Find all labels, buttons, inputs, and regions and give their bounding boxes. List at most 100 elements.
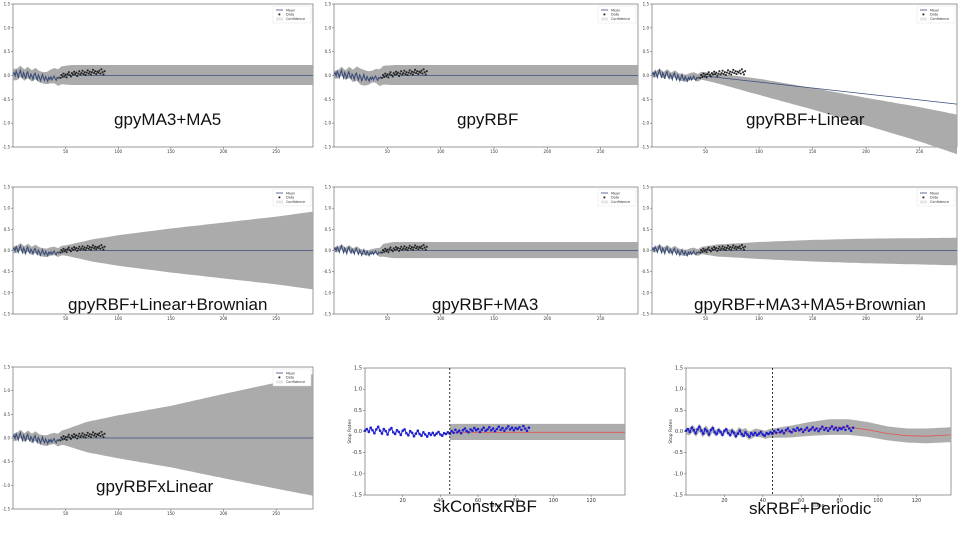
data-point (74, 73, 76, 75)
x-tick-label: 100 (873, 498, 883, 504)
data-point (717, 428, 720, 432)
data-point (418, 432, 421, 436)
data-point (718, 245, 721, 248)
data-point (722, 248, 725, 251)
data-point (731, 71, 734, 74)
y-tick-label: 1.0 (643, 25, 650, 30)
data-point (74, 435, 76, 438)
data-point (423, 246, 426, 249)
data-point (700, 429, 703, 432)
data-point (710, 75, 712, 78)
data-point (715, 247, 718, 249)
data-point (93, 247, 95, 250)
data-point (727, 244, 729, 247)
legend-data-label: Data (611, 13, 619, 17)
data-point (397, 430, 401, 434)
data-point (722, 73, 725, 75)
data-point (728, 247, 730, 250)
y-tick-label: 0.0 (643, 248, 650, 253)
data-point (61, 250, 64, 253)
x-tick-label: 200 (220, 149, 228, 154)
train-mean-line (12, 430, 60, 446)
y-tick-label: -1.0 (641, 290, 649, 295)
data-point (721, 433, 724, 437)
data-point (101, 246, 104, 249)
x-tick-label: 150 (809, 149, 817, 154)
data-point (92, 244, 94, 247)
data-point (367, 430, 371, 434)
data-point (80, 247, 83, 250)
data-point (708, 74, 711, 76)
x-tick-label: 150 (490, 316, 498, 321)
data-point (499, 428, 502, 432)
data-point (431, 431, 435, 435)
data-point (824, 426, 828, 430)
data-point (759, 430, 763, 434)
data-point (467, 431, 470, 434)
data-point (708, 249, 711, 251)
x-tick-label: 20 (399, 498, 405, 504)
legend-data-label: Data (611, 196, 619, 200)
data-point (98, 69, 101, 72)
data-point (727, 69, 729, 72)
data-point (388, 428, 391, 432)
data-point (799, 427, 803, 431)
y-tick-label: 1.5 (4, 185, 11, 190)
legend-confidence-swatch (920, 17, 927, 21)
x-tick-label: 150 (809, 316, 817, 321)
x-tick-label: 100 (549, 498, 559, 504)
data-point (844, 428, 847, 432)
train-mean-line (333, 244, 382, 258)
data-point (805, 426, 809, 429)
data-point (730, 429, 734, 433)
data-point (740, 432, 743, 436)
data-point (100, 430, 103, 433)
data-point (486, 428, 489, 431)
data-point (68, 249, 71, 251)
x-tick-label: 250 (597, 149, 605, 154)
data-point (832, 428, 836, 431)
data-point (81, 69, 84, 72)
data-point (761, 433, 765, 436)
x-axis-label: Time (811, 503, 824, 509)
data-point (704, 248, 707, 251)
data-point (404, 73, 407, 75)
data-point (473, 426, 476, 430)
data-point (527, 426, 531, 429)
data-point (77, 435, 80, 437)
data-point (701, 76, 704, 78)
y-tick-label: -1.0 (673, 471, 683, 477)
data-point (826, 429, 830, 432)
data-point (522, 424, 525, 428)
data-point (702, 432, 705, 435)
data-point (420, 245, 423, 248)
data-point (408, 244, 411, 247)
data-point (688, 430, 692, 434)
data-point (390, 249, 393, 251)
data-point (62, 72, 65, 75)
chart-caption: gpyRBF+MA3+MA5+Brownian (694, 295, 926, 314)
data-point (75, 71, 78, 74)
x-tick-label: 100 (755, 316, 763, 321)
data-point (459, 431, 463, 435)
data-point (71, 247, 73, 250)
data-point (704, 73, 707, 76)
data-point (778, 431, 782, 434)
data-point (97, 71, 100, 74)
x-tick-label: 100 (755, 149, 763, 154)
data-point (705, 429, 709, 433)
data-point (71, 434, 73, 437)
data-point (416, 70, 419, 73)
y-tick-label: 0.5 (675, 408, 683, 414)
data-point (68, 436, 71, 439)
data-point (62, 247, 65, 250)
data-point (66, 248, 69, 251)
data-point (399, 433, 403, 437)
data-point (753, 431, 757, 435)
y-tick-label: 0.5 (325, 227, 332, 232)
train-mean-line (12, 244, 60, 258)
data-point (84, 436, 87, 439)
data-point (700, 74, 703, 76)
legend-mean-label: Mean (930, 8, 939, 12)
data-point (842, 426, 845, 429)
